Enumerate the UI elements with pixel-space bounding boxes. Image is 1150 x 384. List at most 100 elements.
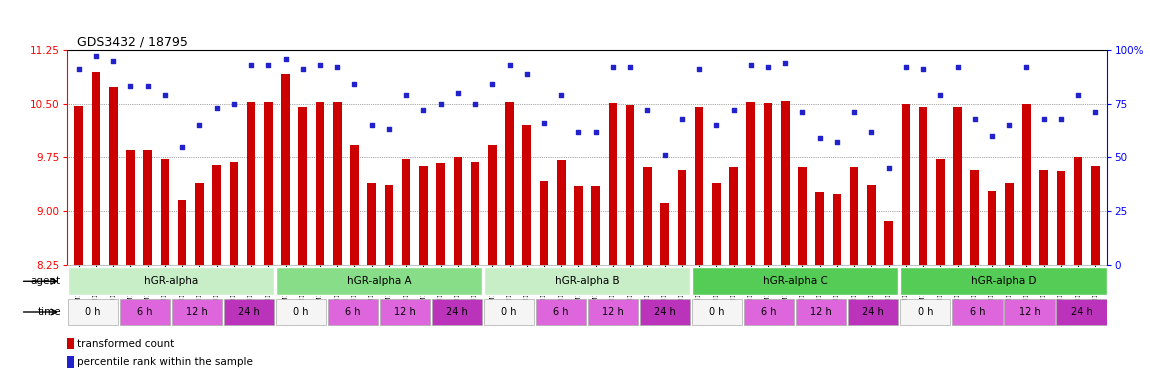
Bar bbox=[900, 267, 1106, 295]
Text: 0 h: 0 h bbox=[85, 307, 100, 317]
Bar bbox=[367, 182, 376, 265]
Bar bbox=[75, 106, 83, 265]
Bar bbox=[850, 167, 858, 265]
Text: 12 h: 12 h bbox=[1019, 307, 1041, 317]
Text: GDS3432 / 18795: GDS3432 / 18795 bbox=[77, 36, 187, 49]
Point bbox=[586, 129, 605, 135]
Point bbox=[914, 66, 933, 72]
Text: 0 h: 0 h bbox=[710, 307, 724, 317]
Bar bbox=[744, 299, 795, 325]
Bar bbox=[67, 356, 74, 368]
Bar bbox=[712, 183, 721, 265]
Bar bbox=[900, 299, 950, 325]
Bar bbox=[1074, 157, 1082, 265]
Bar bbox=[536, 299, 586, 325]
Text: 12 h: 12 h bbox=[811, 307, 833, 317]
Bar bbox=[539, 181, 549, 265]
Bar bbox=[453, 157, 462, 265]
Bar bbox=[68, 267, 274, 295]
Bar bbox=[171, 299, 222, 325]
Point bbox=[845, 109, 864, 115]
Bar bbox=[867, 185, 875, 265]
Bar bbox=[316, 101, 324, 265]
Point bbox=[932, 92, 950, 98]
Bar bbox=[332, 102, 342, 265]
Point bbox=[518, 71, 536, 77]
Bar bbox=[120, 299, 170, 325]
Point bbox=[380, 126, 398, 132]
Text: hGR-alpha A: hGR-alpha A bbox=[346, 276, 412, 286]
Bar bbox=[1022, 104, 1030, 265]
Point bbox=[811, 135, 829, 141]
Bar bbox=[677, 170, 687, 265]
Point bbox=[759, 64, 777, 70]
Bar bbox=[109, 87, 117, 265]
Text: percentile rank within the sample: percentile rank within the sample bbox=[77, 358, 253, 367]
Bar bbox=[936, 159, 944, 265]
Bar bbox=[1091, 166, 1099, 265]
Point bbox=[1018, 64, 1036, 70]
Point bbox=[569, 129, 588, 135]
Point bbox=[276, 55, 294, 61]
Point bbox=[69, 66, 87, 72]
Point bbox=[742, 62, 760, 68]
Bar bbox=[971, 170, 979, 265]
Point bbox=[448, 90, 467, 96]
Bar bbox=[196, 183, 204, 265]
Point bbox=[621, 64, 639, 70]
Text: hGR-alpha: hGR-alpha bbox=[144, 276, 198, 286]
Text: 6 h: 6 h bbox=[345, 307, 361, 317]
Point bbox=[155, 92, 174, 98]
Point bbox=[362, 122, 381, 128]
Point bbox=[328, 64, 346, 70]
Point bbox=[656, 152, 674, 158]
Bar bbox=[276, 299, 325, 325]
Point bbox=[638, 107, 657, 113]
Point bbox=[138, 83, 156, 89]
Bar bbox=[695, 107, 704, 265]
Point bbox=[293, 66, 312, 72]
Text: hGR-alpha B: hGR-alpha B bbox=[554, 276, 620, 286]
Bar bbox=[953, 106, 961, 265]
Text: transformed count: transformed count bbox=[77, 339, 174, 349]
Bar bbox=[224, 299, 274, 325]
Bar bbox=[328, 299, 378, 325]
Bar bbox=[178, 200, 186, 265]
Bar bbox=[522, 125, 531, 265]
Bar bbox=[952, 299, 1003, 325]
Bar bbox=[692, 267, 898, 295]
Bar bbox=[692, 299, 742, 325]
Point bbox=[707, 122, 726, 128]
Point bbox=[552, 92, 570, 98]
Bar bbox=[484, 267, 690, 295]
Bar bbox=[68, 299, 117, 325]
Point bbox=[190, 122, 208, 128]
Point bbox=[242, 62, 260, 68]
Bar bbox=[299, 107, 307, 265]
Bar bbox=[919, 106, 927, 265]
Point bbox=[397, 92, 415, 98]
Bar bbox=[484, 299, 534, 325]
Point bbox=[983, 133, 1002, 139]
Bar bbox=[470, 162, 480, 265]
Text: 6 h: 6 h bbox=[761, 307, 777, 317]
Point bbox=[500, 62, 519, 68]
Bar bbox=[764, 103, 773, 265]
Point bbox=[949, 64, 967, 70]
Text: hGR-alpha D: hGR-alpha D bbox=[971, 276, 1036, 286]
Bar bbox=[588, 299, 638, 325]
Bar bbox=[591, 186, 600, 265]
Bar bbox=[608, 103, 618, 265]
Bar bbox=[660, 203, 669, 265]
Point bbox=[172, 144, 191, 150]
Point bbox=[310, 62, 329, 68]
Text: 6 h: 6 h bbox=[969, 307, 986, 317]
Point bbox=[966, 116, 984, 122]
Point bbox=[828, 139, 846, 146]
Point bbox=[1035, 116, 1053, 122]
Bar bbox=[884, 220, 892, 265]
Bar bbox=[67, 338, 74, 349]
Bar bbox=[282, 74, 290, 265]
Bar bbox=[902, 104, 910, 265]
Bar bbox=[833, 194, 842, 265]
